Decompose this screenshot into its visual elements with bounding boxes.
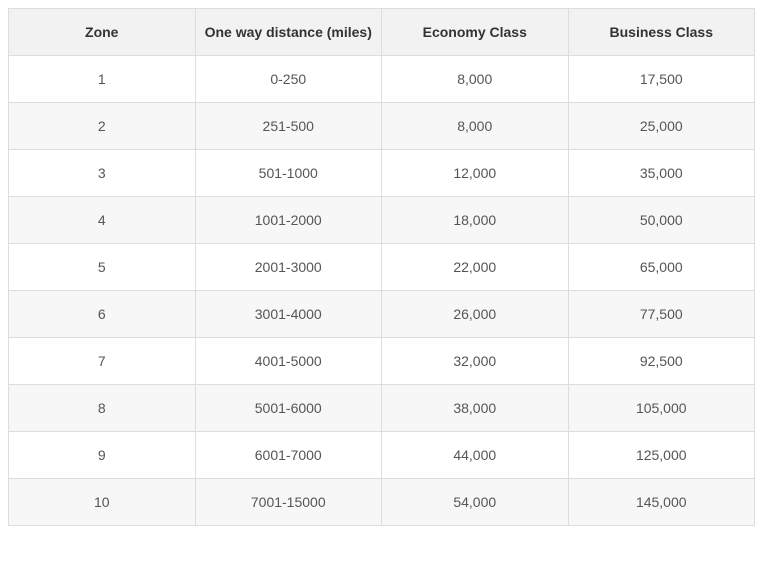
table-body: 1 0-250 8,000 17,500 2 251-500 8,000 25,000 3 501… <box>8 55 755 526</box>
zone-cell: 2 <box>8 102 196 150</box>
zone-cell: 10 <box>8 478 196 526</box>
distance-cell: 1001-2000 <box>194 196 382 244</box>
zone-cell: 8 <box>8 384 196 432</box>
economy-cell: 12,000 <box>381 149 569 197</box>
economy-cell: 38,000 <box>381 384 569 432</box>
business-cell: 105,000 <box>567 384 755 432</box>
table-row: 8 5001-6000 38,000 105,000 <box>8 384 755 432</box>
table-row: 10 7001-15000 54,000 145,000 <box>8 478 755 526</box>
economy-cell: 44,000 <box>381 431 569 479</box>
distance-cell: 7001-15000 <box>194 478 382 526</box>
zone-cell: 6 <box>8 290 196 338</box>
distance-cell: 0-250 <box>194 55 382 103</box>
distance-cell: 6001-7000 <box>194 431 382 479</box>
economy-cell: 8,000 <box>381 55 569 103</box>
zone-cell: 5 <box>8 243 196 291</box>
table-row: 5 2001-3000 22,000 65,000 <box>8 243 755 291</box>
business-cell: 92,500 <box>567 337 755 385</box>
economy-cell: 26,000 <box>381 290 569 338</box>
zone-cell: 4 <box>8 196 196 244</box>
table-header: Zone One way distance (miles) Economy Cl… <box>8 8 755 56</box>
zone-cell: 3 <box>8 149 196 197</box>
business-cell: 77,500 <box>567 290 755 338</box>
economy-cell: 32,000 <box>381 337 569 385</box>
business-cell: 50,000 <box>567 196 755 244</box>
zone-cell: 1 <box>8 55 196 103</box>
column-header-distance: One way distance (miles) <box>194 8 382 56</box>
table-row: 9 6001-7000 44,000 125,000 <box>8 431 755 479</box>
column-header-zone: Zone <box>8 8 196 56</box>
distance-cell: 5001-6000 <box>194 384 382 432</box>
business-cell: 145,000 <box>567 478 755 526</box>
economy-cell: 18,000 <box>381 196 569 244</box>
column-header-business: Business Class <box>567 8 755 56</box>
distance-cell: 2001-3000 <box>194 243 382 291</box>
business-cell: 25,000 <box>567 102 755 150</box>
distance-cell: 3001-4000 <box>194 290 382 338</box>
table-row: 6 3001-4000 26,000 77,500 <box>8 290 755 338</box>
table-row: 7 4001-5000 32,000 92,500 <box>8 337 755 385</box>
table-row: 2 251-500 8,000 25,000 <box>8 102 755 150</box>
distance-cell: 501-1000 <box>194 149 382 197</box>
table-header-row: Zone One way distance (miles) Economy Cl… <box>8 8 755 56</box>
award-zone-table: Zone One way distance (miles) Economy Cl… <box>8 8 755 526</box>
economy-cell: 8,000 <box>381 102 569 150</box>
economy-cell: 54,000 <box>381 478 569 526</box>
economy-cell: 22,000 <box>381 243 569 291</box>
business-cell: 35,000 <box>567 149 755 197</box>
distance-cell: 4001-5000 <box>194 337 382 385</box>
zone-cell: 7 <box>8 337 196 385</box>
distance-cell: 251-500 <box>194 102 382 150</box>
zone-cell: 9 <box>8 431 196 479</box>
table-row: 3 501-1000 12,000 35,000 <box>8 149 755 197</box>
award-zone-table-container: Zone One way distance (miles) Economy Cl… <box>8 8 755 526</box>
business-cell: 125,000 <box>567 431 755 479</box>
column-header-economy: Economy Class <box>381 8 569 56</box>
table-row: 4 1001-2000 18,000 50,000 <box>8 196 755 244</box>
business-cell: 17,500 <box>567 55 755 103</box>
business-cell: 65,000 <box>567 243 755 291</box>
table-row: 1 0-250 8,000 17,500 <box>8 55 755 103</box>
